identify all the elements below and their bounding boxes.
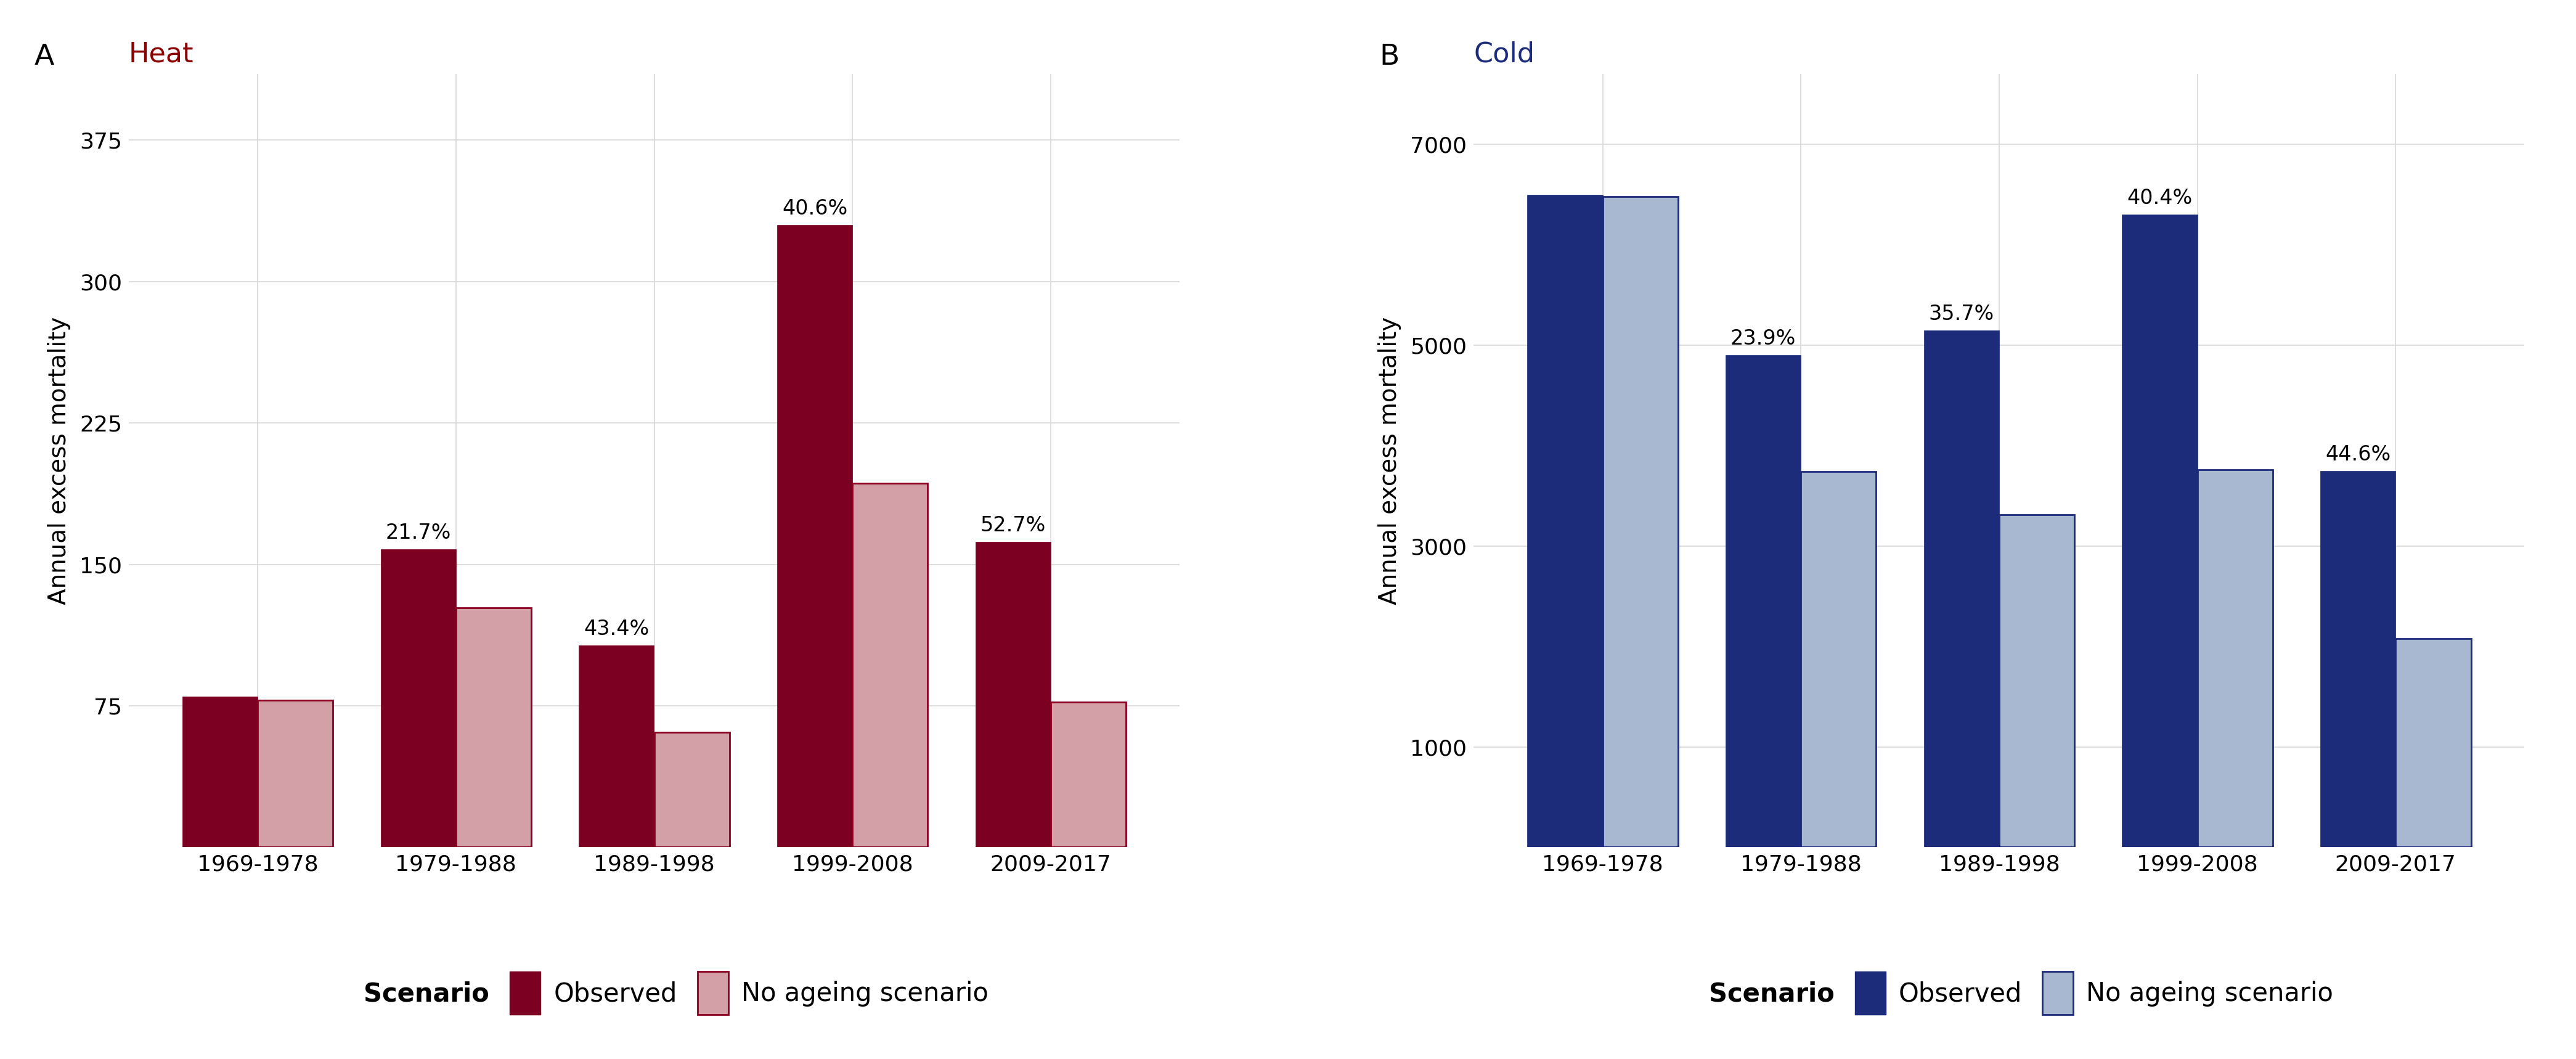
Text: 43.4%: 43.4% <box>585 618 649 640</box>
Bar <box>1999 515 2074 847</box>
Bar <box>976 542 1051 847</box>
Text: 40.4%: 40.4% <box>2128 189 2192 209</box>
Y-axis label: Annual excess mortality: Annual excess mortality <box>1378 317 1401 605</box>
Text: 40.6%: 40.6% <box>783 198 848 219</box>
Bar <box>258 700 332 847</box>
Bar <box>778 225 853 847</box>
Bar <box>1051 702 1126 847</box>
Bar <box>654 732 729 847</box>
Bar <box>183 697 258 847</box>
Bar <box>456 608 531 847</box>
Bar <box>1602 197 1677 847</box>
Text: Heat: Heat <box>129 41 193 68</box>
Text: 35.7%: 35.7% <box>1929 304 1994 324</box>
Legend: Scenario, Observed, No ageing scenario: Scenario, Observed, No ageing scenario <box>1651 958 2347 1027</box>
Bar <box>1726 355 1801 847</box>
Bar <box>2321 470 2396 847</box>
Text: 52.7%: 52.7% <box>981 516 1046 536</box>
Text: A: A <box>33 43 54 71</box>
Text: Cold: Cold <box>1473 41 1535 68</box>
Bar <box>580 645 654 847</box>
Text: 21.7%: 21.7% <box>386 523 451 543</box>
Bar <box>1528 195 1602 847</box>
Bar <box>853 483 927 847</box>
Bar <box>1924 330 1999 847</box>
Text: 23.9%: 23.9% <box>1731 328 1795 349</box>
Bar <box>2123 215 2197 847</box>
Legend: Scenario, Observed, No ageing scenario: Scenario, Observed, No ageing scenario <box>307 958 1002 1027</box>
Y-axis label: Annual excess mortality: Annual excess mortality <box>46 317 72 605</box>
Bar <box>1801 471 1875 847</box>
Text: B: B <box>1378 43 1399 71</box>
Bar <box>2197 470 2272 847</box>
Bar <box>381 550 456 847</box>
Bar <box>2396 639 2470 847</box>
Text: 44.6%: 44.6% <box>2326 444 2391 465</box>
